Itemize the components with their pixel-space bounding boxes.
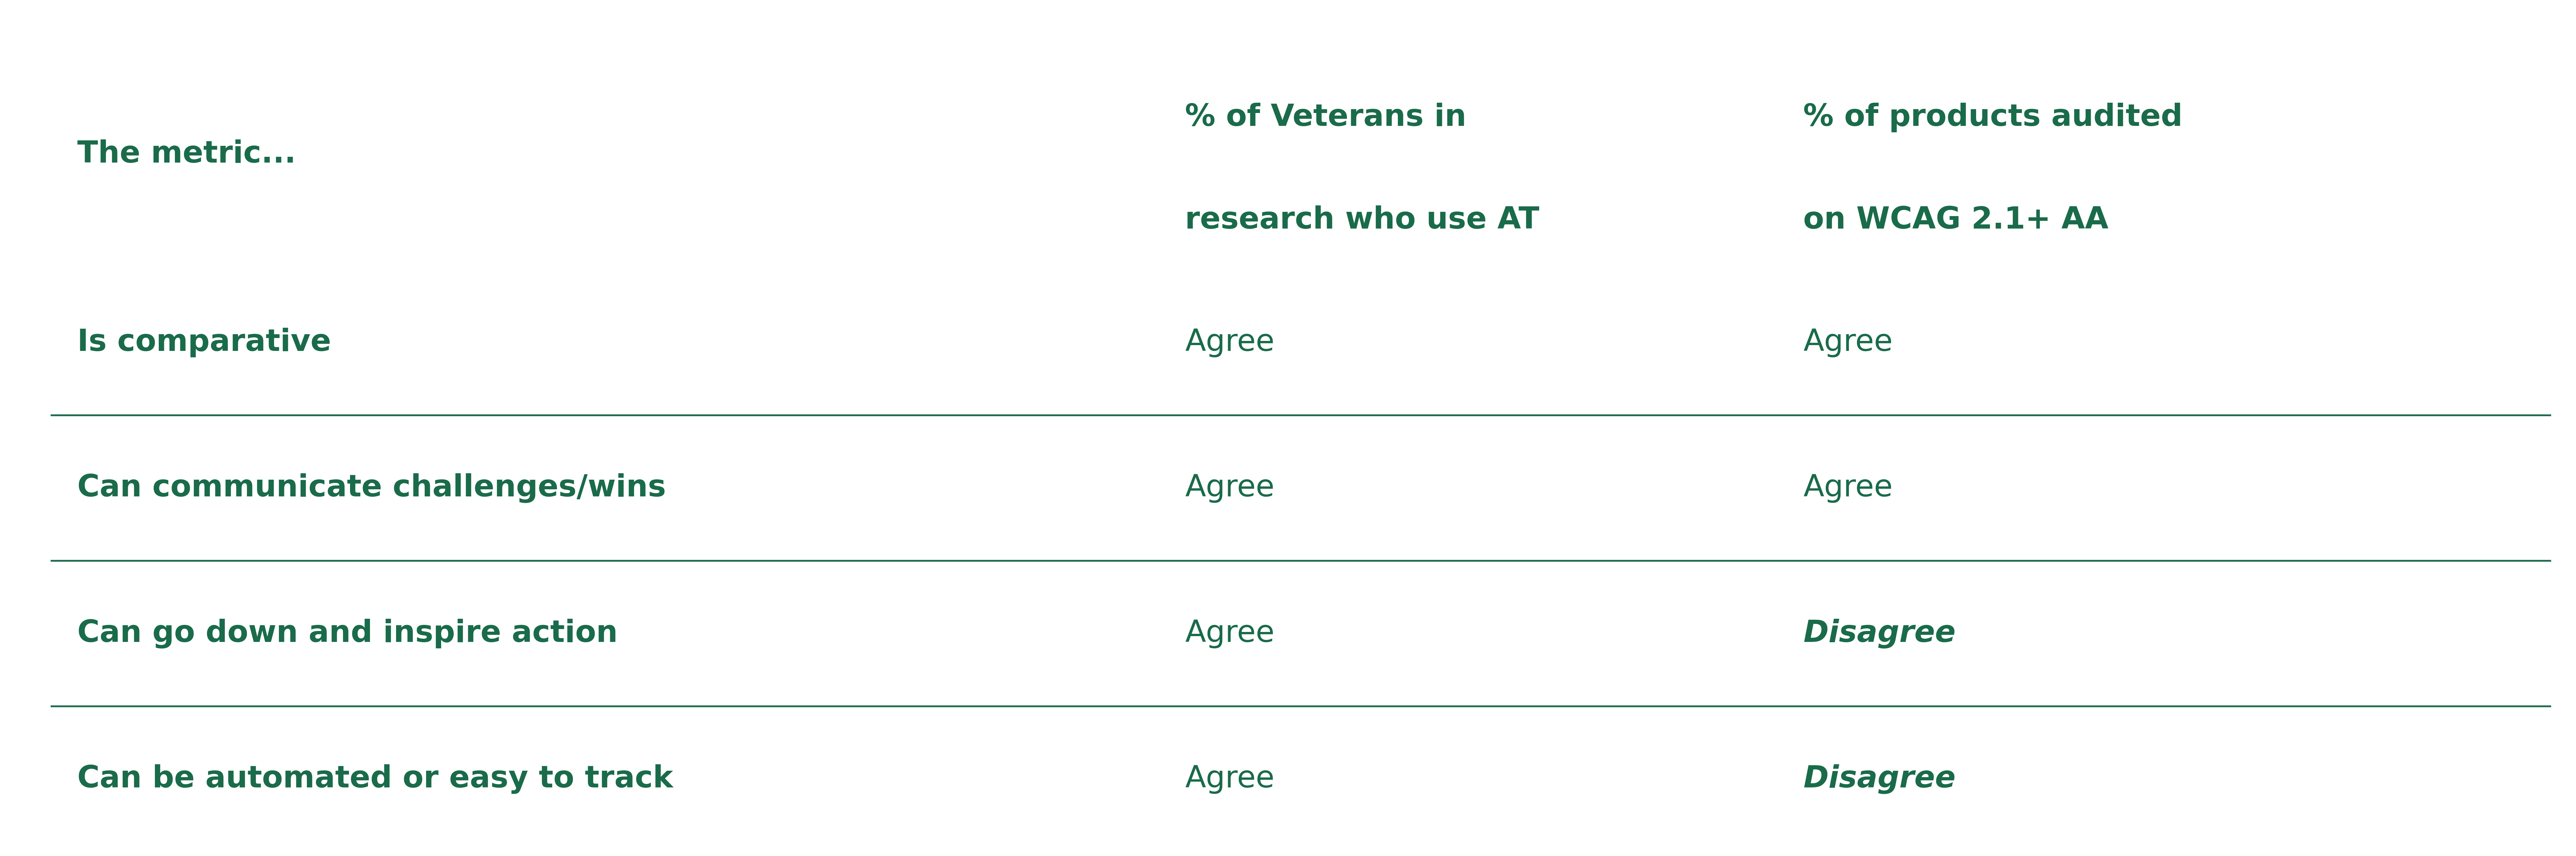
Text: Can be automated or easy to track: Can be automated or easy to track [77, 764, 672, 794]
Text: Agree: Agree [1185, 619, 1275, 648]
Text: on WCAG 2.1+ AA: on WCAG 2.1+ AA [1803, 205, 2107, 235]
Text: Agree: Agree [1803, 473, 1893, 502]
Text: Can communicate challenges/wins: Can communicate challenges/wins [77, 473, 667, 502]
Text: Agree: Agree [1185, 328, 1275, 357]
Text: Is comparative: Is comparative [77, 328, 332, 357]
Text: % of Veterans in: % of Veterans in [1185, 103, 1466, 133]
Text: Disagree: Disagree [1803, 619, 1955, 648]
Text: Agree: Agree [1185, 764, 1275, 794]
Text: Disagree: Disagree [1803, 764, 1955, 794]
Text: Can go down and inspire action: Can go down and inspire action [77, 619, 618, 648]
Text: Agree: Agree [1803, 328, 1893, 357]
Text: Agree: Agree [1185, 473, 1275, 502]
Text: research who use AT: research who use AT [1185, 205, 1540, 235]
Text: The metric...: The metric... [77, 140, 296, 169]
Text: % of products audited: % of products audited [1803, 103, 2182, 133]
